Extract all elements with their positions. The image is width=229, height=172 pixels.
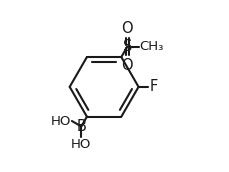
Text: O: O <box>121 21 133 36</box>
Text: CH₃: CH₃ <box>139 40 164 53</box>
Text: HO: HO <box>71 138 91 151</box>
Text: HO: HO <box>51 115 71 127</box>
Text: B: B <box>76 119 86 134</box>
Text: F: F <box>149 79 157 94</box>
Text: S: S <box>123 39 132 54</box>
Text: O: O <box>121 58 133 73</box>
